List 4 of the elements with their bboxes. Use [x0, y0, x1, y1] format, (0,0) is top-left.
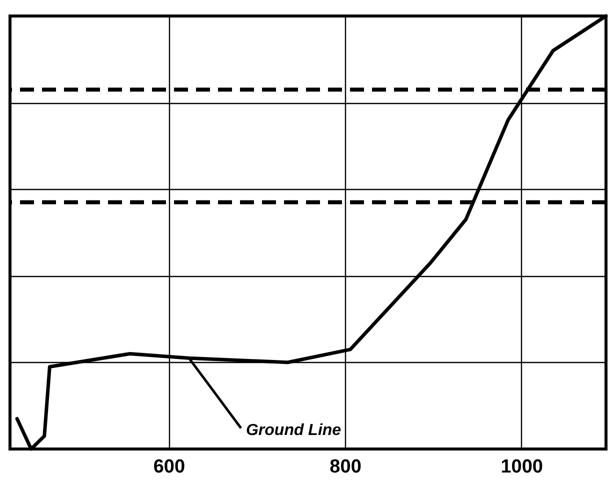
annotation: Ground Line — [246, 422, 342, 440]
x-tick-label: 600 — [153, 456, 186, 478]
x-tick-label: 1000 — [500, 456, 543, 478]
x-tick-label: 800 — [330, 456, 362, 478]
